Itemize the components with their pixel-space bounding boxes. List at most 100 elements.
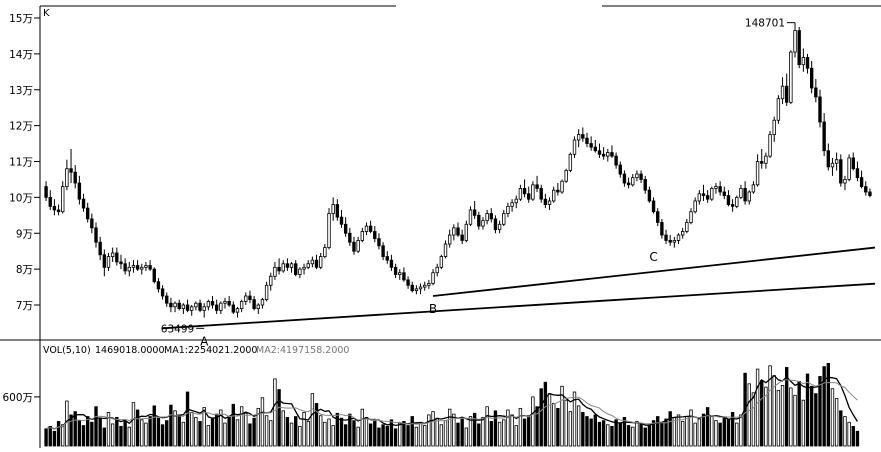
- candle-up: [327, 213, 331, 249]
- candle-up: [239, 301, 244, 309]
- volume-bar: [398, 422, 402, 447]
- candle-up: [485, 213, 489, 222]
- candle-up: [356, 240, 360, 252]
- candle-up: [452, 227, 456, 236]
- candle-down: [626, 182, 631, 186]
- volume-bar: [281, 410, 285, 447]
- candle-up: [281, 263, 285, 272]
- candle-down: [381, 245, 385, 257]
- candle-up: [219, 302, 223, 311]
- volume-bar: [497, 421, 502, 447]
- candle-up: [131, 265, 136, 268]
- candle-up: [552, 189, 556, 202]
- volume-bar: [693, 422, 697, 447]
- volume-bar: [547, 393, 552, 447]
- trendline: [432, 246, 876, 297]
- volume-bar: [834, 398, 839, 447]
- volume-bar: [747, 383, 751, 447]
- candle-down: [597, 150, 602, 155]
- candle-up: [110, 252, 115, 257]
- volume-bar: [581, 412, 585, 447]
- candle-down: [156, 281, 161, 290]
- volume-bar: [477, 423, 481, 447]
- volume-bar: [381, 424, 385, 447]
- candle-down: [177, 302, 181, 309]
- candle-down: [210, 301, 215, 306]
- candle-down: [556, 189, 560, 193]
- candle-down: [402, 272, 406, 281]
- price-tick-label: 7万: [16, 300, 33, 312]
- candle-up: [635, 173, 639, 179]
- volume-bar: [793, 394, 797, 447]
- volume-bar: [502, 419, 506, 447]
- volume-bar: [672, 416, 677, 447]
- volume-bar: [119, 425, 123, 447]
- candle-down: [477, 214, 481, 227]
- price-tick-label: 11万: [9, 157, 33, 169]
- volume-bar: [319, 415, 323, 447]
- candle-down: [77, 182, 82, 200]
- price-tick-label: 15万: [9, 13, 33, 25]
- volume-bar: [206, 425, 211, 447]
- volume-bar: [839, 410, 843, 447]
- volume-bar: [589, 418, 593, 447]
- volume-bar: [285, 416, 290, 447]
- candle-down: [373, 231, 377, 240]
- volume-bar: [156, 417, 161, 447]
- volume-bar: [527, 415, 531, 447]
- candle-up: [414, 288, 419, 292]
- candle-up: [776, 98, 781, 121]
- volume-bar: [227, 416, 231, 447]
- candle-up: [764, 155, 768, 164]
- volume-bar: [664, 418, 668, 447]
- volume-bar: [181, 421, 186, 447]
- volume-bar: [510, 414, 514, 447]
- candle-down: [460, 234, 464, 241]
- volume-bar: [506, 409, 510, 447]
- candle-down: [339, 216, 344, 225]
- volume-bar: [564, 399, 568, 447]
- candle-up: [202, 306, 206, 311]
- volume-bar: [348, 413, 352, 447]
- candle-down: [214, 304, 219, 311]
- candle-up: [481, 220, 485, 227]
- candle-down: [610, 152, 614, 157]
- volume-bar: [418, 421, 423, 447]
- volume-bar: [410, 416, 414, 447]
- volume-bar: [298, 425, 302, 447]
- volume-bar: [56, 421, 61, 447]
- volume-bar: [235, 419, 240, 447]
- volume-bar: [223, 422, 227, 447]
- candle-up: [843, 179, 847, 184]
- volume-bar: [610, 425, 614, 447]
- volume-bar: [115, 416, 119, 447]
- candle-down: [52, 205, 57, 211]
- volume-bar: [452, 413, 456, 447]
- candle-down: [385, 256, 389, 261]
- volume-bar: [360, 408, 364, 447]
- volume-bar: [785, 367, 789, 447]
- volume-bar: [768, 365, 772, 447]
- volume-bar: [597, 421, 602, 447]
- volume-bar: [219, 409, 223, 447]
- candle-down: [601, 153, 606, 157]
- candle-down: [231, 304, 236, 313]
- candle-up: [793, 30, 797, 53]
- candle-up: [693, 200, 697, 213]
- candle-up: [801, 57, 806, 66]
- volume-bar: [631, 426, 635, 447]
- volume-bar: [668, 411, 672, 447]
- volume-bar: [69, 414, 73, 447]
- candle-down: [377, 238, 381, 247]
- volume-bar: [231, 403, 236, 447]
- volume-bar: [260, 397, 265, 447]
- volume-bar: [52, 430, 57, 447]
- volume-bar: [722, 416, 726, 447]
- volume-bar: [826, 362, 831, 447]
- candle-up: [269, 275, 273, 286]
- candle-down: [705, 195, 710, 200]
- volume-bar: [443, 420, 448, 447]
- volume-bar: [252, 417, 256, 447]
- candle-up: [181, 304, 186, 309]
